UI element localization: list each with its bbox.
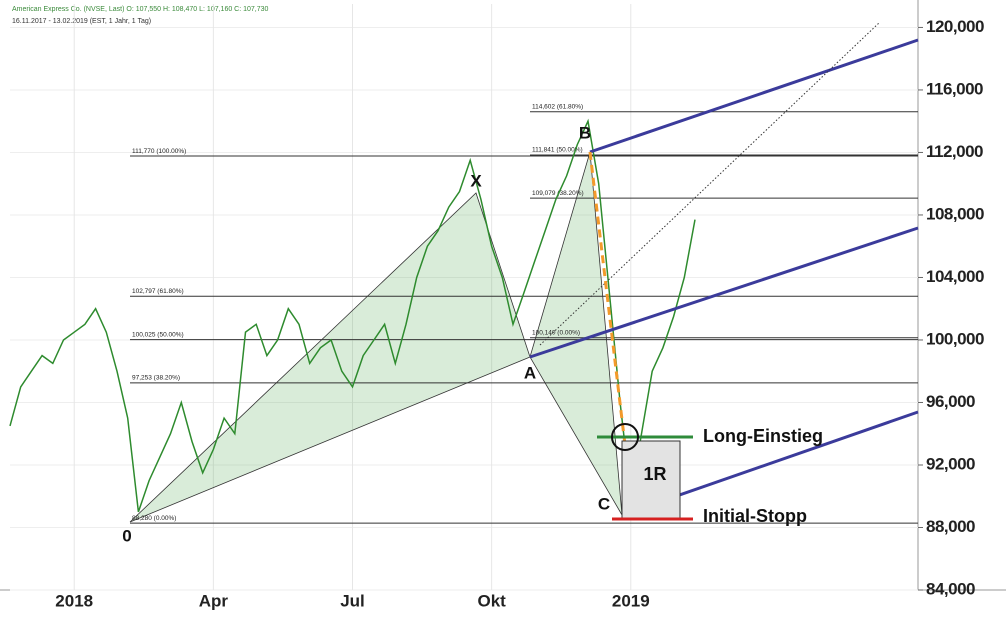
y-tick-label: 88,000 xyxy=(926,517,975,536)
annotation: Initial-Stopp xyxy=(703,506,807,526)
y-tick-label: 120,000 xyxy=(926,17,984,36)
y-tick-label: 92,000 xyxy=(926,454,975,473)
x-tick-label: 2019 xyxy=(612,591,650,610)
pattern-point-label: C xyxy=(598,494,610,513)
y-tick-label: 84,000 xyxy=(926,579,975,598)
trend-dotted xyxy=(539,21,881,346)
y-tick-label: 100,000 xyxy=(926,329,984,348)
pattern-point-label: A xyxy=(524,363,536,382)
price-line xyxy=(9,118,696,513)
x-tick-label: 2018 xyxy=(55,591,93,610)
y-tick-label: 108,000 xyxy=(926,204,984,223)
y-tick-label: 112,000 xyxy=(926,142,983,161)
fib-label: 114,602 (61.80%) xyxy=(532,104,583,111)
fib-label: 97,253 (38.20%) xyxy=(132,375,180,382)
x-tick-label: Okt xyxy=(477,591,506,610)
fib-label: 111,770 (100.00%) xyxy=(132,148,186,155)
annotation: Long-Einstieg xyxy=(703,426,823,446)
entry-circle xyxy=(611,423,639,451)
x-tick-label: Jul xyxy=(340,591,365,610)
annotation: 1R xyxy=(643,464,666,484)
projection-dashed xyxy=(588,151,636,521)
pattern-point-label: B xyxy=(579,123,591,142)
y-tick-label: 116,000 xyxy=(926,79,983,98)
chart-title: American Express Co. (NVSE, Last) O: 107… xyxy=(12,6,269,13)
pattern-point-label: X xyxy=(470,171,482,190)
fib-label: 100,140 (0.00%) xyxy=(532,330,580,337)
y-tick-label: 96,000 xyxy=(926,392,975,411)
fib-label: 100,025 (50.00%) xyxy=(132,331,184,338)
pattern-point-label: 0 xyxy=(122,526,131,545)
y-tick-label: 104,000 xyxy=(926,267,984,286)
fib-label: 88,280 (0.00%) xyxy=(132,515,176,522)
risk-box xyxy=(621,440,681,519)
fib-label: 111,841 (50.00%) xyxy=(532,147,583,154)
x-tick-label: Apr xyxy=(199,591,229,610)
fib-label: 102,797 (61.80%) xyxy=(132,288,184,295)
pattern-area xyxy=(529,151,623,516)
channel-line xyxy=(589,38,919,154)
chart-subtitle: 16.11.2017 - 13.02.2019 (EST, 1 Jahr, 1 … xyxy=(12,18,151,25)
pattern-area xyxy=(129,192,531,523)
channel-line xyxy=(529,226,919,359)
